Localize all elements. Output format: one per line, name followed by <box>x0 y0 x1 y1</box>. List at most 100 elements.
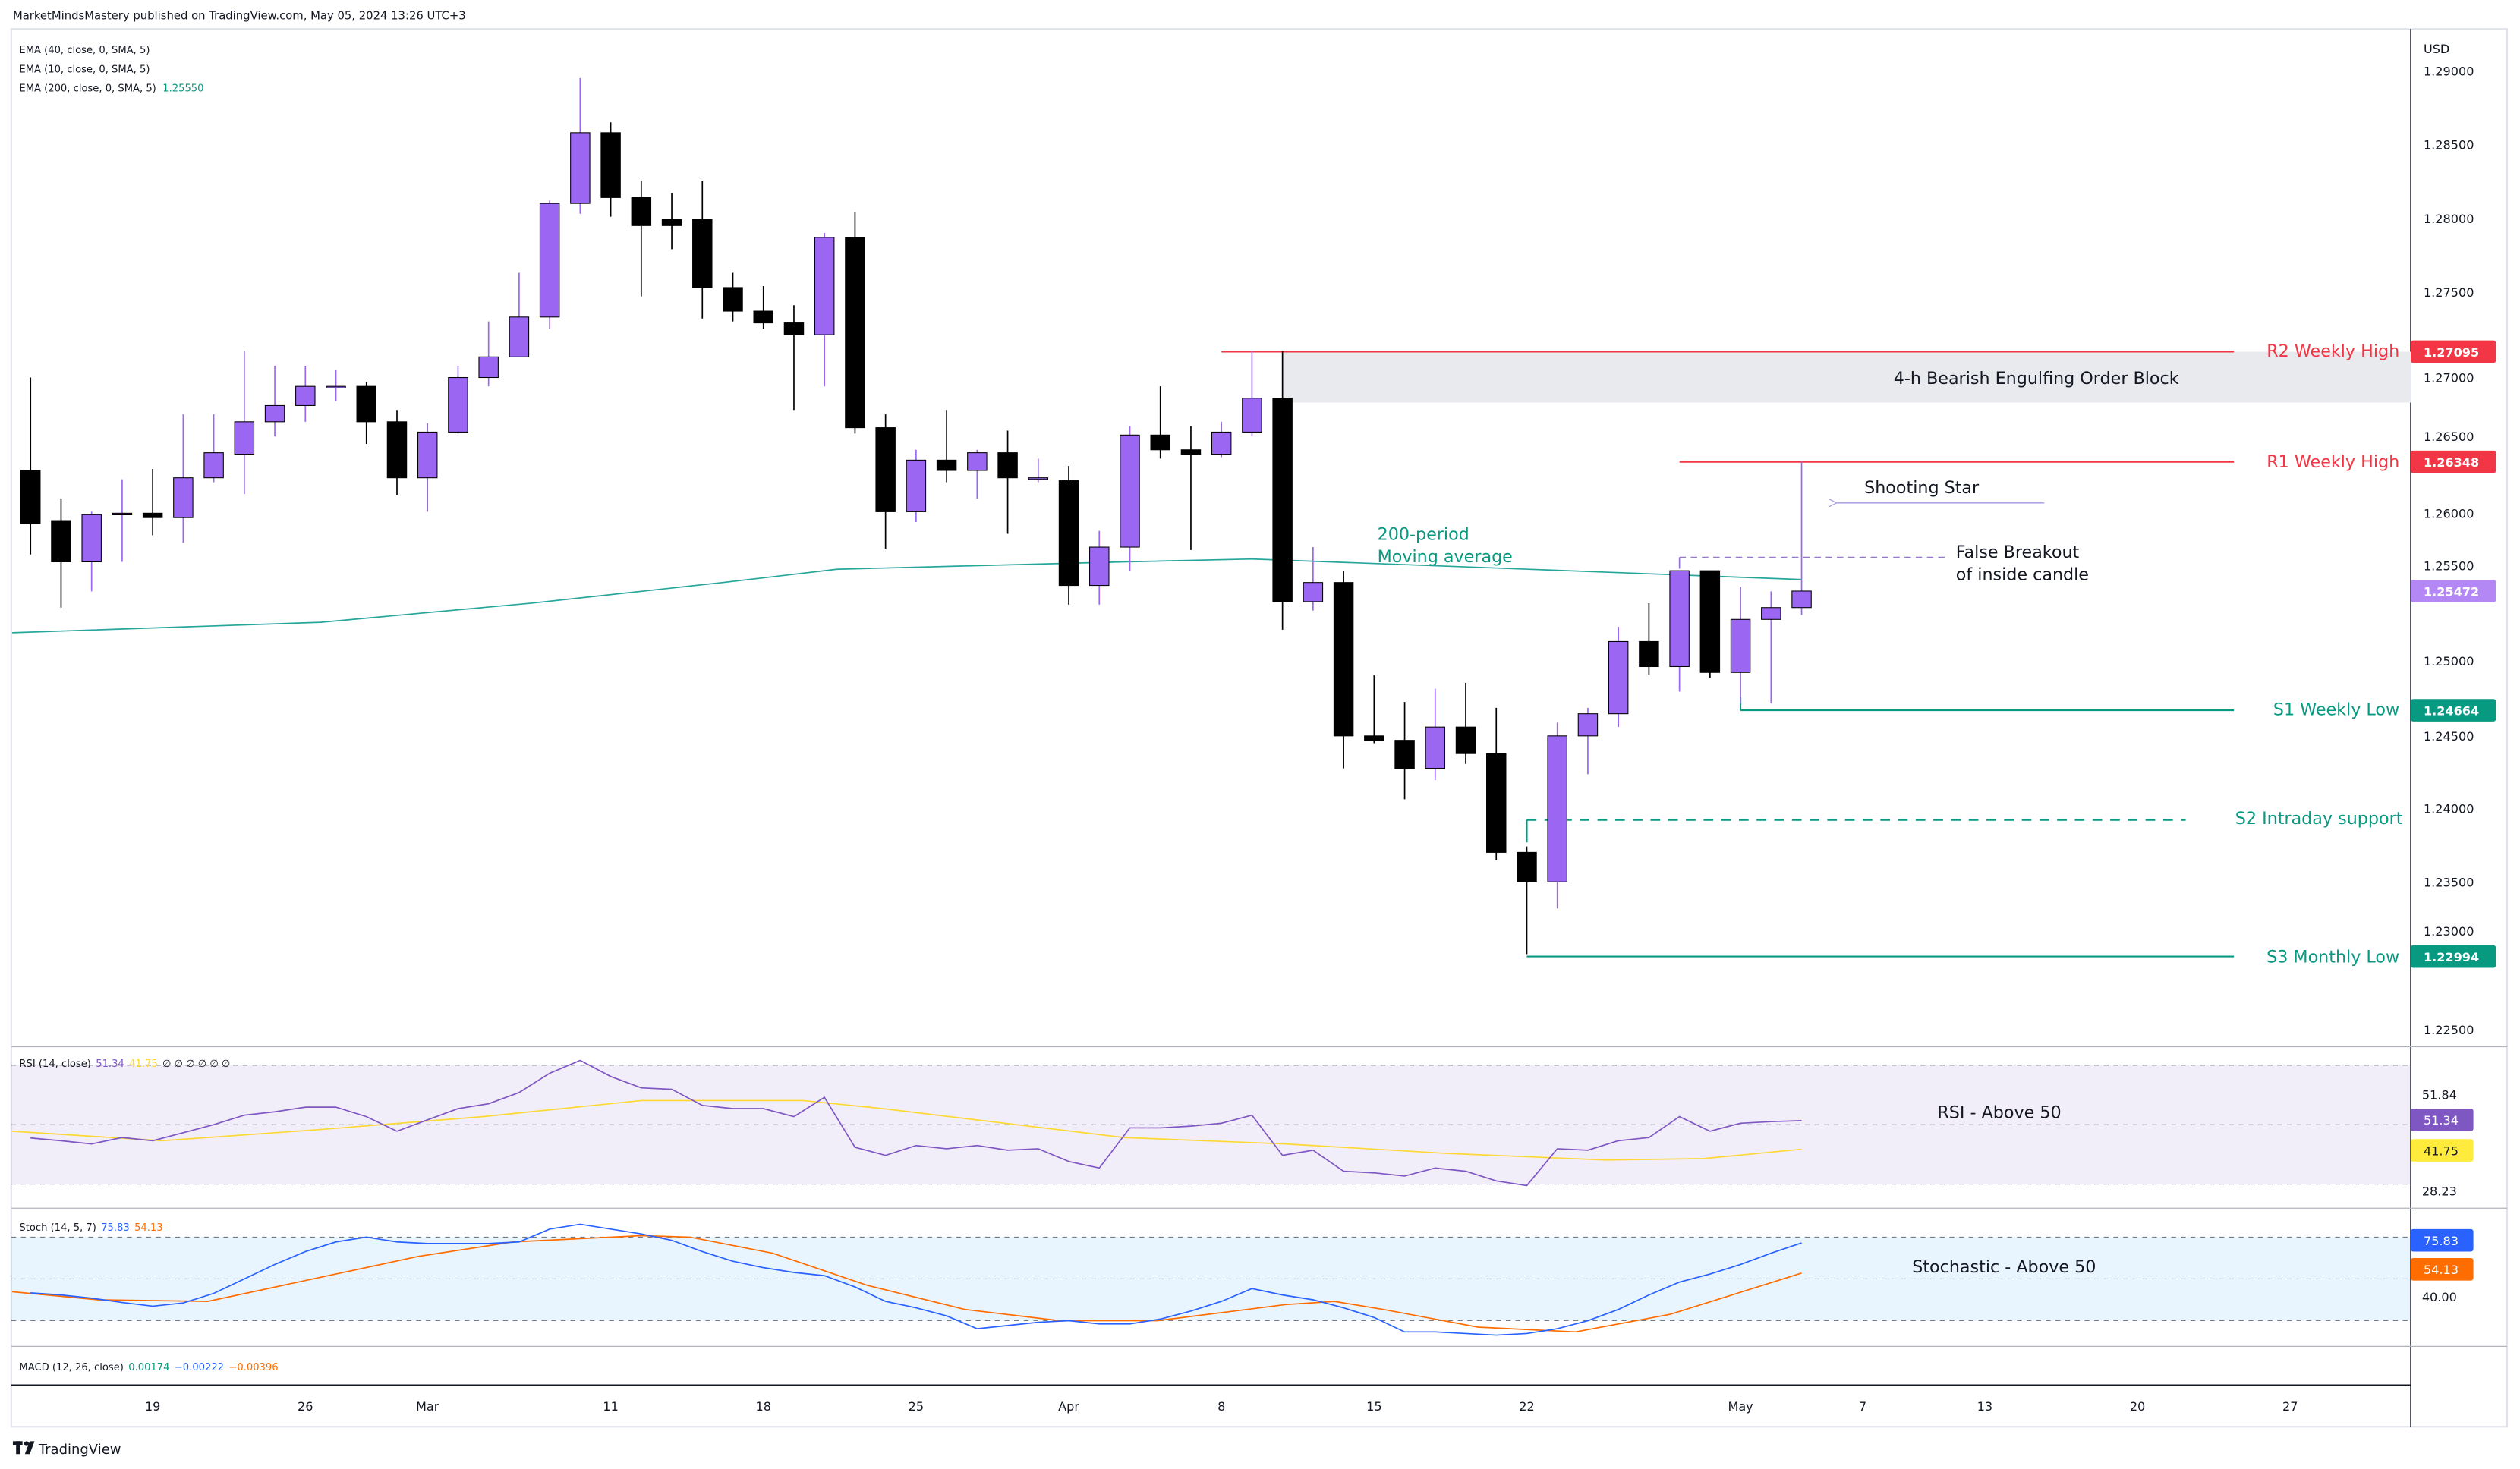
price-tick-label: 1.24000 <box>2424 801 2474 816</box>
candle[interactable] <box>1180 426 1202 550</box>
order-block-label: 4-h Bearish Engulfing Order Block <box>1894 369 2179 388</box>
s3-price-badge-text: 1.22994 <box>2424 950 2479 964</box>
candle[interactable] <box>1394 702 1415 800</box>
candle[interactable] <box>570 77 591 214</box>
bearish-candle-body <box>1272 398 1293 602</box>
tradingview-logo-icon <box>12 1441 35 1455</box>
candle[interactable] <box>1639 602 1659 676</box>
candle[interactable] <box>112 479 133 562</box>
macd-legend[interactable]: MACD (12, 26, close) 0.00174 −0.00222 −0.00… <box>19 1362 278 1373</box>
price-axis[interactable]: 1.29000 1.28500 1.28000 1.27500 1.27000 1.265… <box>2424 64 2474 1037</box>
candle[interactable] <box>1608 627 1629 728</box>
candle[interactable] <box>478 321 499 387</box>
legend-ema10[interactable]: EMA (10, close, 0, SMA, 5) <box>19 64 150 75</box>
order-block-zone[interactable] <box>1282 351 2411 403</box>
candle[interactable] <box>906 449 927 522</box>
bearish-candle-body <box>1517 851 1537 882</box>
candle[interactable] <box>723 272 743 322</box>
stoch-pane[interactable]: Stoch (14, 5, 7) 75.83 54.13 Stochastic - … <box>11 1222 2474 1336</box>
candle[interactable] <box>417 423 438 512</box>
candle[interactable] <box>448 365 468 434</box>
candle[interactable] <box>326 370 346 401</box>
candle[interactable] <box>1517 846 1537 955</box>
stoch-legend[interactable]: Stoch (14, 5, 7) 75.83 54.13 <box>19 1222 162 1234</box>
candle[interactable] <box>1058 466 1079 605</box>
candle[interactable] <box>1364 675 1384 744</box>
candle[interactable] <box>509 272 530 357</box>
currency-label: USD <box>2424 42 2449 56</box>
candle[interactable] <box>936 410 957 483</box>
bullish-candle-body <box>509 316 530 357</box>
candle[interactable] <box>1761 591 1781 704</box>
candle[interactable] <box>1211 421 1232 458</box>
candle[interactable] <box>1150 386 1170 459</box>
price-tick-label: 1.23000 <box>2424 924 2474 939</box>
candle[interactable] <box>81 511 102 592</box>
candle[interactable] <box>264 365 285 437</box>
bullish-candle-body <box>326 385 346 388</box>
candle[interactable] <box>1333 571 1354 769</box>
candle[interactable] <box>600 122 621 217</box>
candle[interactable] <box>997 430 1018 534</box>
tradingview-logo[interactable]: TradingView <box>12 1441 121 1458</box>
macd-pane[interactable]: MACD (12, 26, close) 0.00174 −0.00222 −0.00… <box>19 1362 278 1373</box>
candle[interactable] <box>539 200 560 329</box>
rsi-pane[interactable]: RSI (14, close) 51.34 41.75 ∅ ∅ ∅ ∅ ∅ ∅ RSI… <box>11 1058 2474 1198</box>
candle[interactable] <box>1577 707 1599 775</box>
bullish-candle-body <box>1577 713 1599 737</box>
candle[interactable] <box>1089 530 1110 605</box>
candle[interactable] <box>20 377 41 555</box>
bearish-candle-body <box>1455 726 1476 754</box>
s3-label: S3 Monthly Low <box>2266 947 2399 967</box>
candle[interactable] <box>814 233 835 387</box>
candles <box>20 77 1812 955</box>
candle[interactable] <box>1791 461 1812 615</box>
time-tick-label: 25 <box>909 1399 924 1414</box>
candle[interactable] <box>173 414 194 543</box>
candle[interactable] <box>1028 458 1049 483</box>
candle[interactable] <box>356 382 376 444</box>
legend-ema40[interactable]: EMA (40, close, 0, SMA, 5) <box>19 45 150 56</box>
stoch-k-badge <box>2411 1228 2474 1252</box>
price-tick-label: 1.27000 <box>2424 371 2474 385</box>
candle[interactable] <box>1486 707 1507 860</box>
candle[interactable] <box>1730 587 1751 704</box>
candle[interactable] <box>1272 351 1293 630</box>
legend-ema200[interactable]: EMA (200, close, 0, SMA, 5) 1.25550 <box>19 83 203 95</box>
last-price-badge <box>2411 580 2496 602</box>
candle[interactable] <box>1699 570 1721 679</box>
candle[interactable] <box>753 286 773 329</box>
rsi-legend[interactable]: RSI (14, close) 51.34 41.75 ∅ ∅ ∅ ∅ ∅ ∅ <box>19 1058 230 1070</box>
price-tick-label: 1.26000 <box>2424 507 2474 521</box>
candle[interactable] <box>875 414 896 549</box>
candle[interactable] <box>1455 682 1476 764</box>
time-axis[interactable]: 19 26 Mar 11 18 25 Apr 8 15 22 May 7 13 20 27 <box>145 1399 2298 1414</box>
bearish-candle-body <box>1639 640 1659 668</box>
candle[interactable] <box>386 410 408 496</box>
candle[interactable] <box>661 193 682 250</box>
price-tick-label: 1.26500 <box>2424 429 2474 444</box>
candle[interactable] <box>783 305 805 411</box>
candle[interactable] <box>1242 351 1262 437</box>
candle[interactable] <box>692 181 713 319</box>
candle[interactable] <box>51 498 71 608</box>
candle[interactable] <box>203 414 224 483</box>
price-pane[interactable] <box>12 77 2411 958</box>
candle[interactable] <box>845 212 865 434</box>
candle[interactable] <box>1303 547 1324 611</box>
candle[interactable] <box>967 449 988 499</box>
chart-frame <box>10 28 2509 1428</box>
candle[interactable] <box>1425 688 1446 781</box>
candle[interactable] <box>142 469 163 536</box>
candle[interactable] <box>295 365 316 422</box>
candle[interactable] <box>1120 426 1140 571</box>
candle[interactable] <box>631 181 652 297</box>
time-tick-label: May <box>1728 1399 1753 1414</box>
time-tick-label: 13 <box>1977 1399 1992 1414</box>
candle[interactable] <box>1669 570 1690 692</box>
candle[interactable] <box>1547 722 1567 909</box>
candle[interactable] <box>234 351 255 495</box>
ma-label-line2: Moving average <box>1378 547 1513 567</box>
price-tick-label: 1.23500 <box>2424 876 2474 890</box>
